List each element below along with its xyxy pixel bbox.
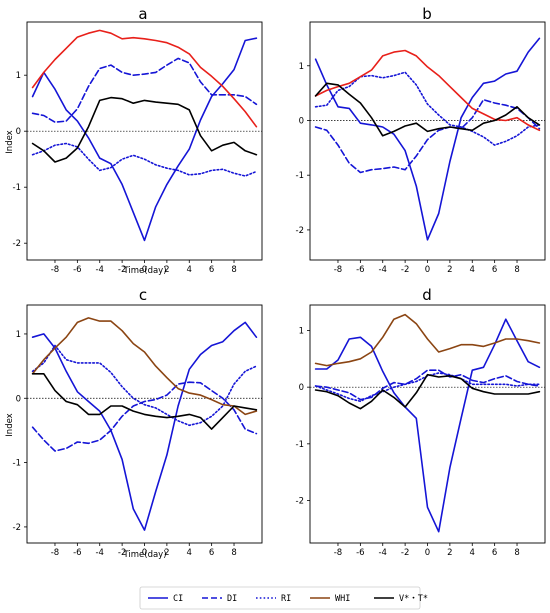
series-line-whi <box>314 313 541 367</box>
plot-frame <box>26 21 263 261</box>
x-tick-label: 6 <box>492 265 497 275</box>
x-tick-label: 0 <box>142 548 147 558</box>
panel-c: c -8 -6 -4 -2 0 2 4 6 8 -2 -1 0 1 <box>13 286 263 558</box>
x-tick-label: -6 <box>356 265 364 275</box>
x-tick-label: -4 <box>378 265 386 275</box>
x-tick-label: 2 <box>447 265 452 275</box>
series-line-whi <box>31 29 258 128</box>
panel-a: a -8 -6 -4 -2 0 2 4 6 8 -2 -1 0 1 <box>13 5 263 275</box>
x-tick-label: -8 <box>51 548 59 558</box>
series-line-di <box>31 381 258 452</box>
x-tick-label: -4 <box>95 548 103 558</box>
x-tick-label: 4 <box>470 265 475 275</box>
x-tick-label: -8 <box>334 548 342 558</box>
x-tick-label: 2 <box>164 265 169 275</box>
y-tick-label: -1 <box>13 459 21 469</box>
legend-frame <box>139 586 421 610</box>
x-tick-label: 4 <box>187 265 192 275</box>
panel-title: c <box>139 286 147 304</box>
x-tick-label: -4 <box>378 548 386 558</box>
x-tick-label: 8 <box>231 265 236 275</box>
legend-label-ri: RI <box>281 594 291 604</box>
series-line-ri <box>314 71 541 146</box>
panel-title: a <box>138 5 147 23</box>
series-line-vt <box>314 373 541 410</box>
legend-label-whi: WHI <box>335 594 350 604</box>
y-tick-label: 1 <box>299 327 304 337</box>
x-tick-label: 2 <box>447 548 452 558</box>
series-line-ci <box>314 37 541 241</box>
y-tick-label: -1 <box>296 171 304 181</box>
x-tick-label: -6 <box>73 265 81 275</box>
y-tick-label: -2 <box>13 239 21 249</box>
x-tick-label: 6 <box>492 548 497 558</box>
x-tick-label: 4 <box>470 548 475 558</box>
series-line-di <box>314 369 541 401</box>
series-line-whi <box>314 49 541 132</box>
x-tick-label: -2 <box>118 265 126 275</box>
x-tick-label: 8 <box>514 548 519 558</box>
x-tick-label: 6 <box>209 265 214 275</box>
panel-d: d -8 -6 -4 -2 0 2 4 6 8 -2 -1 0 1 <box>296 286 546 558</box>
legend-label-ci: CI <box>173 594 183 604</box>
y-tick-label: 0 <box>299 116 304 126</box>
series-line-di <box>31 57 258 123</box>
y-tick-label: -2 <box>13 523 21 533</box>
y-tick-label: -2 <box>296 497 304 507</box>
series-line-whi <box>31 317 258 416</box>
series-line-ci <box>31 37 258 242</box>
series-line-vt <box>314 82 541 137</box>
series-line-ci <box>314 318 541 533</box>
y-tick-label: 1 <box>299 62 304 72</box>
x-tick-label: 0 <box>425 548 430 558</box>
legend-label-di: DI <box>227 594 237 604</box>
series-line-vt <box>31 96 258 163</box>
x-tick-label: 0 <box>425 265 430 275</box>
x-axis-label: Time(day) <box>122 550 166 560</box>
panel-title: d <box>422 286 432 304</box>
x-tick-label: -2 <box>118 548 126 558</box>
y-tick-label: -1 <box>296 440 304 450</box>
y-tick-label: 0 <box>16 127 21 137</box>
y-tick-label: 1 <box>16 330 21 340</box>
y-tick-label: 1 <box>16 71 21 81</box>
x-tick-label: 6 <box>209 548 214 558</box>
panel-title: b <box>422 5 432 23</box>
series-line-ci <box>31 321 258 531</box>
x-tick-label: -8 <box>51 265 59 275</box>
x-tick-label: -6 <box>356 548 364 558</box>
panel-b: b -8 -6 -4 -2 0 2 4 6 8 -2 -1 0 1 <box>296 5 546 275</box>
x-tick-label: -6 <box>73 548 81 558</box>
x-tick-label: 8 <box>231 548 236 558</box>
x-tick-label: 4 <box>187 548 192 558</box>
series-line-ri <box>31 142 258 177</box>
legend-label-vt: V*・T* <box>399 594 428 604</box>
y-axis-label: Index <box>5 130 15 153</box>
y-axis-label: Index <box>5 413 15 436</box>
legend: CI DI RI WHI V*・T* <box>139 586 428 610</box>
y-tick-label: -1 <box>13 183 21 193</box>
x-tick-label: -8 <box>334 265 342 275</box>
x-tick-label: 0 <box>142 265 147 275</box>
series-line-ri <box>31 344 258 427</box>
series-line-vt <box>31 372 258 430</box>
x-tick-label: -2 <box>401 548 409 558</box>
x-tick-label: -4 <box>95 265 103 275</box>
x-axis-label: Time(day) <box>122 266 166 276</box>
x-tick-label: 8 <box>514 265 519 275</box>
x-tick-label: 2 <box>164 548 169 558</box>
y-tick-label: -2 <box>296 226 304 236</box>
y-tick-label: 0 <box>16 394 21 404</box>
x-tick-label: -2 <box>401 265 409 275</box>
series-line-di <box>314 98 541 174</box>
y-tick-label: 0 <box>299 383 304 393</box>
